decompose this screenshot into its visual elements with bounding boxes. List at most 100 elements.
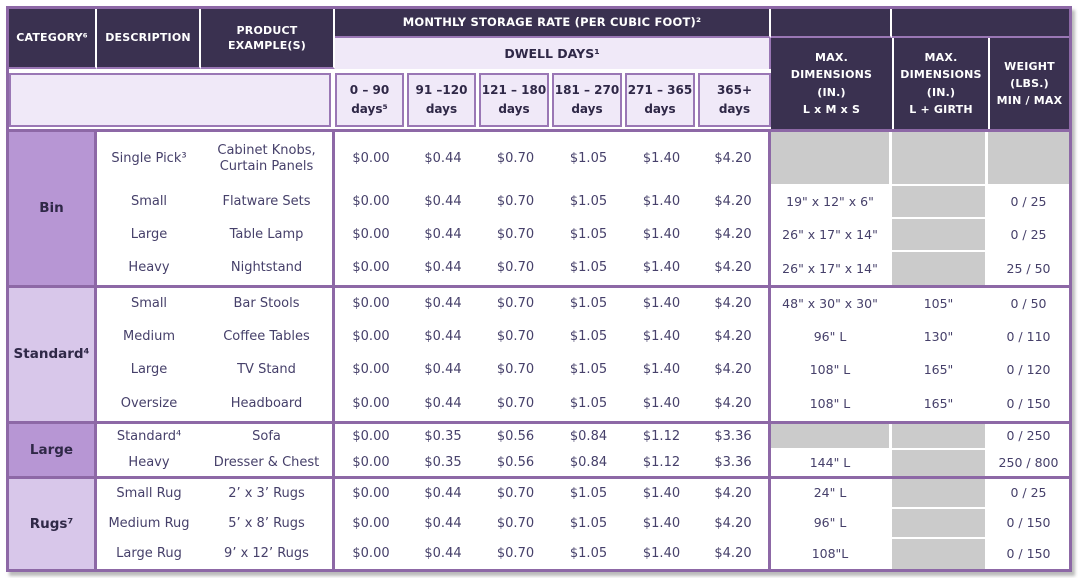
- product-cell: Nightstand: [201, 252, 335, 285]
- rate-cell: $4.20: [698, 132, 771, 186]
- description-cell: Large Rug: [116, 545, 182, 561]
- rate-cell: $1.05: [569, 362, 608, 378]
- product-cell: Coffee Tables: [201, 321, 335, 354]
- rate-cell: $4.20: [698, 186, 771, 219]
- max-dims-cell: 26" x 17" x 14": [771, 252, 892, 285]
- weight-cell: [988, 132, 1069, 186]
- rate-cell: $0.44: [424, 194, 462, 210]
- product-cell: Table Lamp: [201, 219, 335, 252]
- max-dims-cell: [771, 424, 892, 450]
- rate-cell: $1.05: [569, 545, 608, 561]
- max-dims-cell: 19" x 12" x 6": [771, 186, 892, 219]
- table-section: Large Standard⁴ Sofa $0.00 $0.35 $0.56 $0.84 $1…: [9, 421, 1069, 476]
- category-cell: Large: [9, 424, 97, 476]
- description-cell: Standard⁴: [116, 428, 182, 444]
- header-dwell-days: DWELL DAYS¹: [335, 38, 771, 69]
- girth-cell: 165": [892, 354, 988, 387]
- header-product-examples: PRODUCT EXAMPLE(S): [201, 9, 335, 69]
- description-cell: Heavy: [128, 260, 170, 276]
- weight-cell: 0 / 150: [1006, 396, 1051, 412]
- rate-cell: $0.00: [352, 395, 390, 411]
- rate-cell: $0.70: [496, 194, 535, 210]
- rate-cell: $3.36: [698, 450, 771, 476]
- rate-cell: $4.20: [698, 219, 771, 252]
- rate-cell: $0.00: [352, 428, 390, 444]
- rate-cell: $0.56: [496, 454, 535, 470]
- rate-cell: $0.56: [496, 428, 535, 444]
- rate-cell: $1.40: [642, 545, 681, 561]
- description-cell: Small: [130, 194, 168, 210]
- girth-cell: [892, 509, 988, 539]
- rate-cell: $4.20: [698, 354, 771, 387]
- girth-cell: [892, 539, 988, 569]
- max-dims-cell: 144" L: [771, 450, 892, 476]
- rate-cell: $0.44: [424, 515, 462, 531]
- max-dims-cell: 96" L: [771, 321, 892, 354]
- header-day-col-0-90: 0 – 90 days⁵: [335, 73, 404, 127]
- girth-cell: [892, 479, 988, 509]
- max-dims-cell: 108" L: [771, 354, 892, 387]
- description-cell: Single Pick³: [111, 150, 187, 166]
- rate-cell: $1.40: [642, 227, 681, 243]
- rate-cell: $1.05: [569, 194, 608, 210]
- description-cell: Large: [130, 227, 168, 243]
- rate-cell: $0.00: [352, 150, 390, 166]
- header-blank-left: [771, 9, 892, 38]
- rate-cell: $1.40: [642, 194, 681, 210]
- description-cell: Oversize: [120, 395, 178, 411]
- weight-cell: 0 / 150: [1006, 546, 1051, 562]
- rate-cell: $1.40: [642, 362, 681, 378]
- rate-cell: $4.20: [698, 479, 771, 509]
- girth-cell: 105": [892, 288, 988, 321]
- rate-cell: $1.40: [642, 515, 681, 531]
- header-max-dimensions-girth: MAX. DIMENSIONS (IN.) L + GIRTH: [892, 38, 988, 129]
- product-cell: 5’ x 8’ Rugs: [201, 509, 335, 539]
- rate-cell: $1.40: [642, 485, 681, 501]
- rate-cell: $0.70: [496, 485, 535, 501]
- max-dims-cell: 96" L: [771, 509, 892, 539]
- weight-cell: 0 / 25: [988, 479, 1069, 509]
- description-cell: Small: [130, 296, 168, 312]
- table-section: Standard⁴ Small Bar Stools $0.00 $0.44 $0.70 $…: [9, 285, 1069, 421]
- weight-cell: 0 / 25: [988, 186, 1069, 219]
- product-cell: Cabinet Knobs, Curtain Panels: [201, 132, 335, 186]
- rate-cell: $0.00: [352, 260, 390, 276]
- rate-cell: $4.20: [698, 288, 771, 321]
- girth-cell: 130": [892, 321, 988, 354]
- rate-cell: $1.05: [569, 260, 608, 276]
- girth-cell: [892, 424, 988, 450]
- max-dims-cell: 24" L: [771, 479, 892, 509]
- rate-cell: $0.84: [569, 454, 608, 470]
- rate-cell: $1.40: [642, 329, 681, 345]
- rate-cell: $4.20: [698, 509, 771, 539]
- rate-cell: $0.44: [424, 545, 462, 561]
- rate-cell: $0.84: [569, 428, 608, 444]
- rate-cell: $1.40: [642, 296, 681, 312]
- rate-cell: $0.70: [496, 515, 535, 531]
- header-day-col-121-180: 121 – 180 days: [479, 73, 549, 127]
- girth-cell: [892, 252, 988, 285]
- description-cell: Heavy: [128, 454, 170, 470]
- rate-cell: $1.12: [642, 428, 681, 444]
- rate-cell: $0.44: [424, 296, 462, 312]
- weight-cell: 0 / 50: [988, 288, 1069, 321]
- max-dims-cell: [771, 132, 892, 186]
- header-day-col-271-365: 271 – 365 days: [625, 73, 695, 127]
- girth-cell: [892, 450, 988, 476]
- weight-cell: 0 / 150: [988, 509, 1069, 539]
- product-cell: 9’ x 12’ Rugs: [201, 539, 335, 569]
- rate-cell: $0.00: [352, 194, 390, 210]
- rate-cell: $0.70: [496, 260, 535, 276]
- girth-cell: [892, 186, 988, 219]
- rate-cell: $0.70: [496, 545, 535, 561]
- rate-cell: $1.05: [569, 296, 608, 312]
- rate-cell: $0.35: [424, 428, 462, 444]
- category-cell: Standard⁴: [9, 288, 97, 421]
- header-day-col-365plus: 365+ days: [698, 73, 771, 127]
- rate-cell: $0.00: [352, 515, 390, 531]
- table-body: Bin Single Pick³ Cabinet Knobs, Curtain Pa…: [9, 129, 1069, 569]
- rate-cell: $0.44: [424, 150, 462, 166]
- description-cell: Small Rug: [116, 485, 182, 501]
- weight-cell: 0 / 120: [988, 354, 1069, 387]
- product-cell: Headboard: [201, 387, 335, 421]
